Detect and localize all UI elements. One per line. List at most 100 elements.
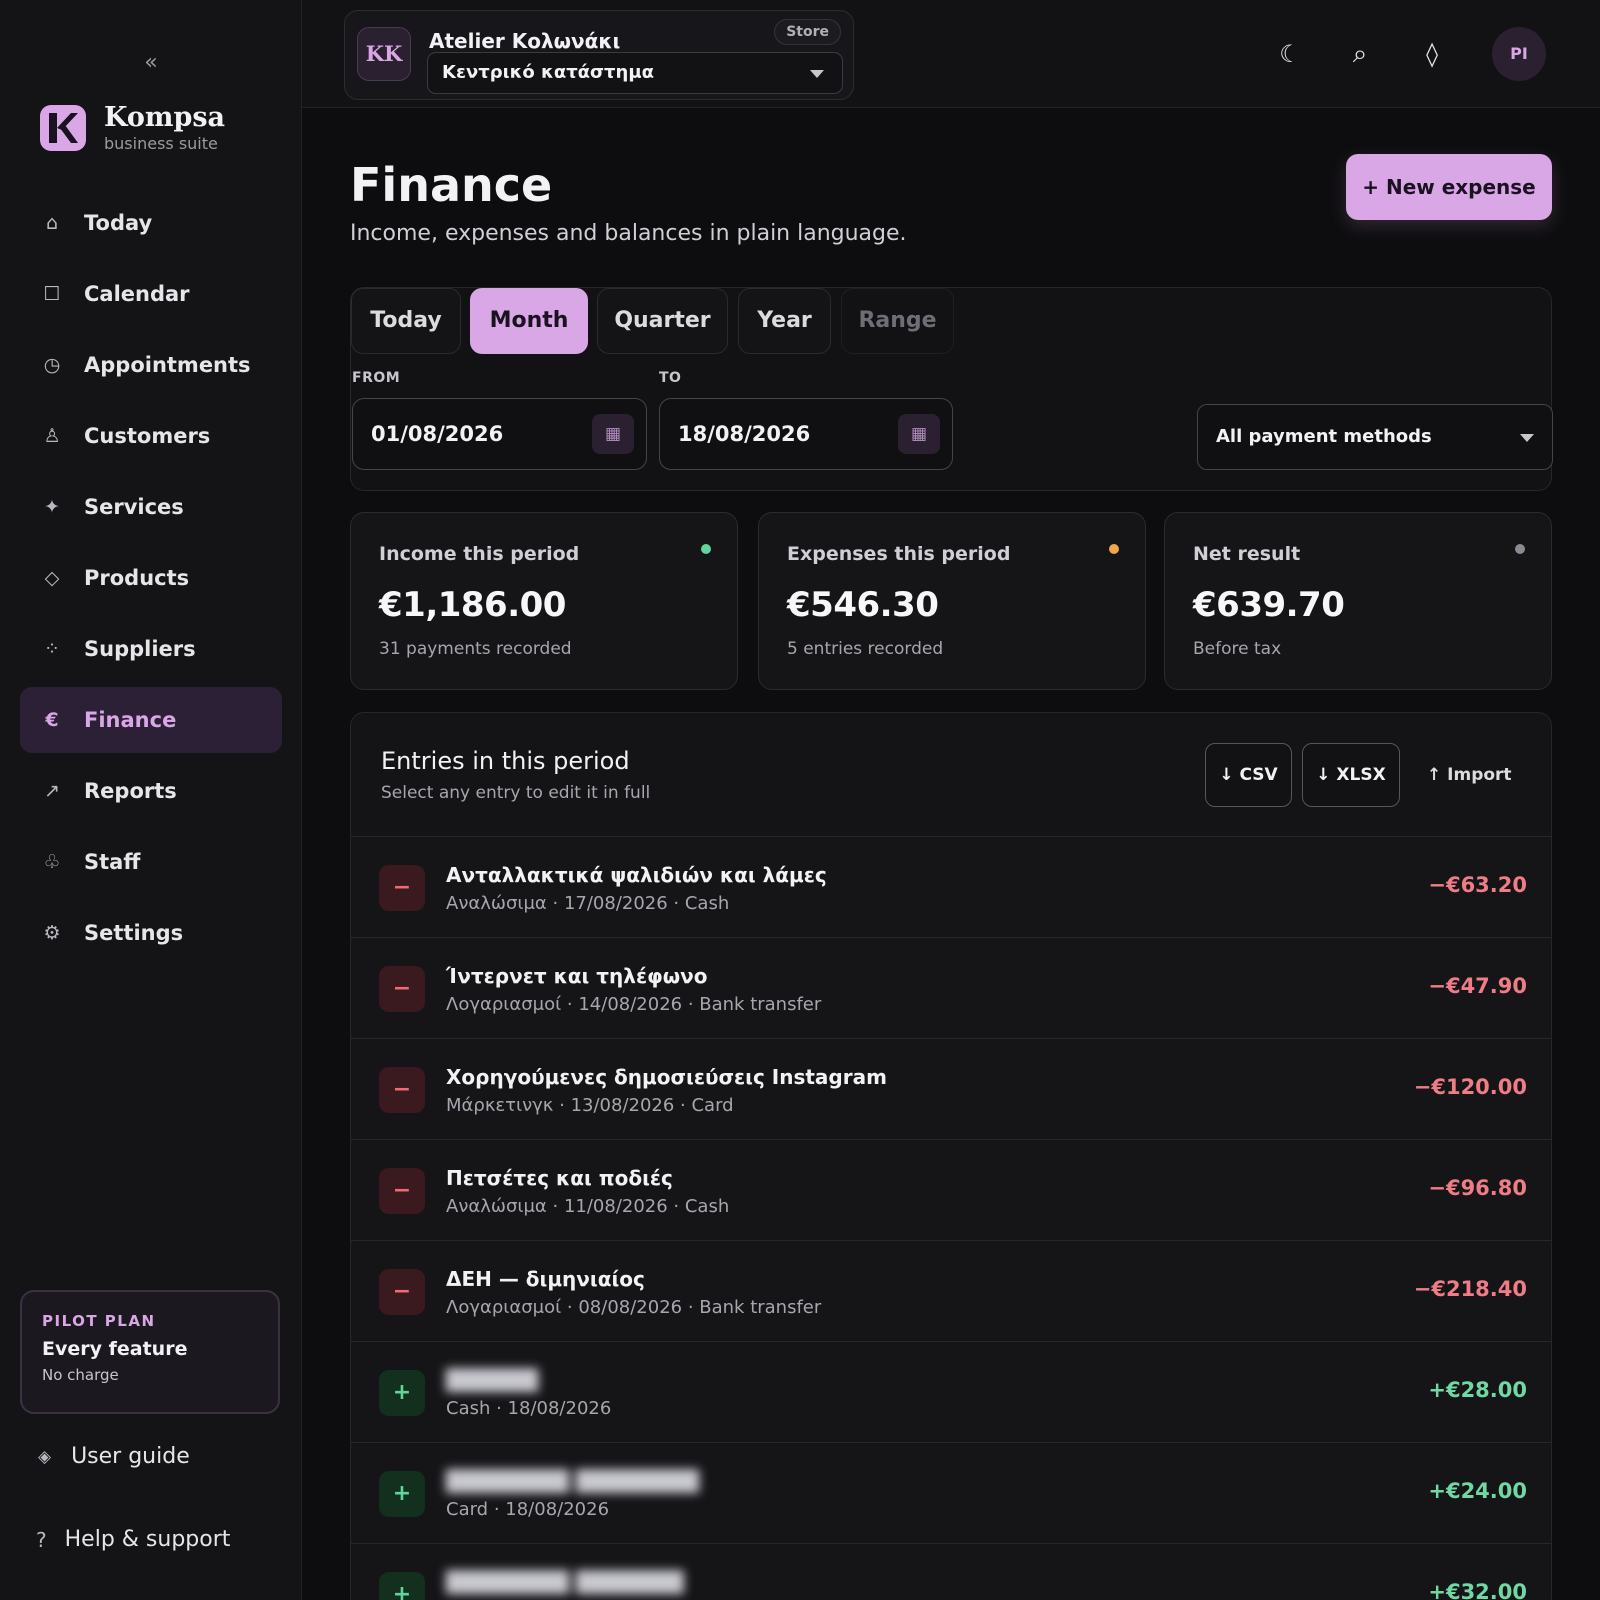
sidebar-item-reports[interactable]: ↗ Reports: [20, 758, 282, 824]
sidebar-item-customers[interactable]: ♙ Customers: [20, 403, 282, 469]
sidebar-item-staff[interactable]: ♧ Staff: [20, 829, 282, 895]
list-item[interactable]: − Ίντερνετ και τηλέφωνο Λογαριασμοί · 14…: [351, 937, 1551, 1038]
list-item[interactable]: − Χορηγούμενες δημοσιεύσεις Instagram Μά…: [351, 1038, 1551, 1139]
chevron-double-left-icon[interactable]: «: [144, 50, 158, 75]
entry-amount: +€24.00: [1428, 1479, 1527, 1503]
entry-meta: Μάρκετινγκ · 13/08/2026 · Card: [446, 1095, 734, 1116]
tab-range[interactable]: Range: [841, 288, 954, 354]
clock-icon: ◷: [43, 354, 61, 376]
sidebar-item-settings[interactable]: ⚙ Settings: [20, 900, 282, 966]
sidebar: « Kompsa business suite ⌂ Today ☐ Calend…: [0, 0, 302, 1600]
minus-icon: −: [379, 1269, 425, 1315]
store-switcher[interactable]: KK Atelier Κολωνάκι Store Κεντρικό κατάσ…: [344, 10, 854, 100]
stat-subtitle: 31 payments recorded: [379, 639, 572, 659]
sidebar-item-label: Services: [84, 495, 184, 519]
payment-method-select[interactable]: All payment methods: [1197, 404, 1553, 470]
sidebar-item-appointments[interactable]: ◷ Appointments: [20, 332, 282, 398]
dots-icon: ⁘: [44, 638, 60, 660]
sparkle-icon: ✦: [44, 496, 60, 518]
topbar: KK Atelier Κολωνάκι Store Κεντρικό κατάσ…: [302, 0, 1600, 108]
new-expense-button[interactable]: + New expense: [1346, 154, 1552, 220]
to-label: TO: [659, 370, 682, 386]
user-guide-link[interactable]: ◈ User guide: [38, 1444, 190, 1469]
minus-icon: −: [379, 1168, 425, 1214]
list-item[interactable]: − Πετσέτες και ποδιές Αναλώσιμα · 11/08/…: [351, 1139, 1551, 1240]
plus-icon: +: [379, 1471, 425, 1517]
tab-month[interactable]: Month: [470, 288, 588, 354]
sidebar-item-label: Reports: [84, 779, 177, 803]
tab-year[interactable]: Year: [738, 288, 831, 354]
filter-panel: Today Month Quarter Year Range FROM 01/0…: [350, 287, 1553, 491]
from-label: FROM: [352, 370, 401, 386]
gear-icon: ⚙: [43, 922, 61, 944]
minus-icon: −: [379, 865, 425, 911]
plan-card[interactable]: PILOT PLAN Every feature No charge: [20, 1290, 280, 1414]
help-support-link[interactable]: ? Help & support: [36, 1527, 230, 1552]
sidebar-item-label: Today: [84, 211, 153, 235]
entry-meta: Αναλώσιμα · 17/08/2026 · Cash: [446, 893, 730, 914]
moon-icon[interactable]: ☾: [1279, 40, 1301, 68]
calendar-icon[interactable]: ▦: [592, 414, 634, 454]
plus-icon: +: [379, 1572, 425, 1600]
store-name: Atelier Κολωνάκι: [429, 29, 621, 53]
stat-label: Expenses this period: [787, 543, 1011, 565]
from-date-value: 01/08/2026: [371, 422, 504, 446]
tab-today[interactable]: Today: [351, 288, 461, 354]
sidebar-nav: ⌂ Today ☐ Calendar ◷ Appointments ♙ Cust…: [20, 190, 282, 971]
arrow-up-right-icon: ↗: [44, 780, 60, 802]
minus-icon: −: [379, 1067, 425, 1113]
chevron-down-icon: [810, 70, 824, 78]
net-result-stat-card: Net result €639.70 Before tax: [1164, 512, 1552, 690]
calendar-icon: ☐: [43, 283, 61, 305]
sidebar-item-finance[interactable]: € Finance: [20, 687, 282, 753]
sidebar-item-label: Staff: [84, 850, 141, 874]
entry-meta: Αναλώσιμα · 11/08/2026 · Cash: [446, 1196, 730, 1217]
person-icon: ♙: [43, 425, 61, 447]
list-item[interactable]: + ████████ ████████ Card · 18/08/2026 +€…: [351, 1442, 1551, 1543]
tab-quarter[interactable]: Quarter: [597, 288, 728, 354]
sidebar-item-label: Finance: [84, 708, 177, 732]
list-item[interactable]: − Ανταλλακτικά ψαλιδιών και λάμες Αναλώσ…: [351, 836, 1551, 937]
sidebar-item-label: Calendar: [84, 282, 190, 306]
brand-tagline: business suite: [104, 134, 218, 153]
sidebar-item-suppliers[interactable]: ⁘ Suppliers: [20, 616, 282, 682]
home-icon: ⌂: [45, 212, 59, 234]
diamond-icon[interactable]: ◊: [1426, 40, 1438, 68]
stat-subtitle: 5 entries recorded: [787, 639, 944, 659]
avatar[interactable]: PI: [1492, 27, 1546, 81]
entries-list: − Ανταλλακτικά ψαλιδιών και λάμες Αναλώσ…: [351, 836, 1551, 1600]
user-guide-label: User guide: [71, 1444, 190, 1469]
list-item[interactable]: + ██████ Cash · 18/08/2026 +€28.00: [351, 1341, 1551, 1442]
calendar-icon[interactable]: ▦: [898, 414, 940, 454]
chevron-down-icon: [1520, 434, 1534, 442]
sidebar-item-label: Customers: [84, 424, 211, 448]
from-date-input[interactable]: 01/08/2026 ▦: [352, 398, 647, 470]
entry-amount: −€63.20: [1428, 873, 1527, 897]
sidebar-item-services[interactable]: ✦ Services: [20, 474, 282, 540]
import-button[interactable]: ↑ Import: [1427, 765, 1512, 785]
page-title: Finance: [350, 158, 553, 212]
list-item[interactable]: + ████████ ███████ +€32.00: [351, 1543, 1551, 1600]
list-item[interactable]: − ΔΕΗ — διμηνιαίος Λογαριασμοί · 08/08/2…: [351, 1240, 1551, 1341]
sidebar-item-calendar[interactable]: ☐ Calendar: [20, 261, 282, 327]
sidebar-item-label: Appointments: [84, 353, 251, 377]
page-subtitle: Income, expenses and balances in plain l…: [350, 221, 907, 246]
diamond-icon: ◇: [44, 567, 60, 589]
export-xlsx-button[interactable]: ↓ XLSX: [1302, 743, 1400, 807]
plus-icon: +: [379, 1370, 425, 1416]
entry-amount: −€47.90: [1428, 974, 1527, 998]
location-select[interactable]: Κεντρικό κατάστημα: [427, 52, 843, 94]
entry-title: Χορηγούμενες δημοσιεύσεις Instagram: [446, 1065, 887, 1089]
staff-icon: ♧: [43, 851, 61, 873]
to-date-input[interactable]: 18/08/2026 ▦: [659, 398, 953, 470]
entry-title-redacted: ████████ ████████: [446, 1469, 700, 1493]
sidebar-item-products[interactable]: ◇ Products: [20, 545, 282, 611]
sidebar-item-label: Products: [84, 566, 190, 590]
store-badge: Store: [774, 19, 841, 45]
export-csv-button[interactable]: ↓ CSV: [1205, 743, 1292, 807]
sidebar-item-today[interactable]: ⌂ Today: [20, 190, 282, 256]
search-icon[interactable]: ⌕: [1352, 39, 1368, 69]
brand-name: Kompsa: [104, 102, 226, 133]
to-date-value: 18/08/2026: [678, 422, 811, 446]
brand[interactable]: Kompsa business suite: [40, 103, 225, 153]
